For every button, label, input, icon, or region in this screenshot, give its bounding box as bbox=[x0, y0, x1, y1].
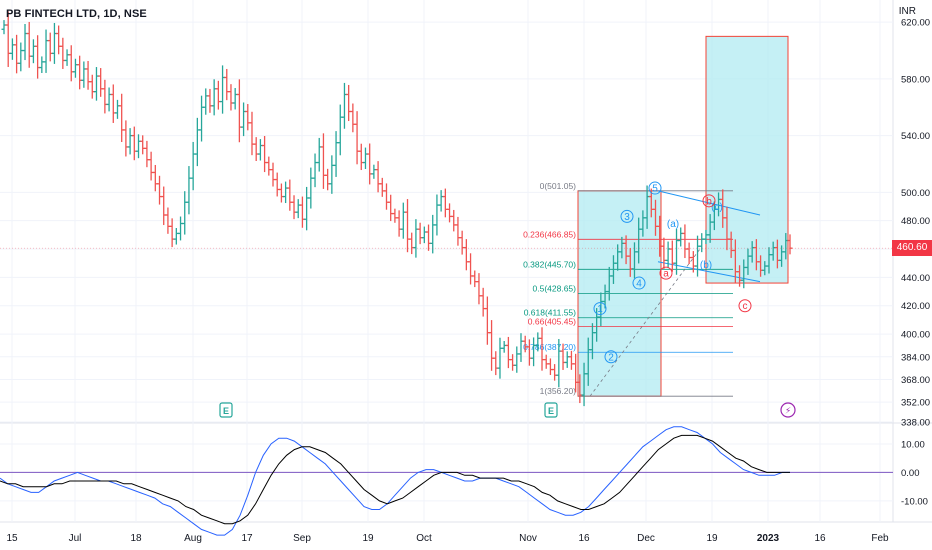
target-zone-box bbox=[705, 35, 789, 284]
wave-label-circle bbox=[648, 181, 662, 195]
time-tick-label: Dec bbox=[637, 533, 655, 544]
last-price-flag: 460.60 bbox=[892, 240, 932, 257]
macd-tick-label: 0.00 bbox=[901, 468, 920, 479]
wave-label: c bbox=[743, 301, 748, 312]
price-tick-label: 368.00 bbox=[901, 375, 930, 386]
signal-line bbox=[0, 434, 790, 525]
wave-label-circle bbox=[659, 266, 673, 280]
time-tick-label: 18 bbox=[130, 533, 142, 544]
time-tick-label: Jul bbox=[69, 533, 82, 544]
time-tick-label: 15 bbox=[6, 533, 18, 544]
price-tick-label: 500.00 bbox=[901, 188, 930, 199]
wave-label-circle bbox=[632, 276, 646, 290]
price-tick-label: 420.00 bbox=[901, 301, 930, 312]
wave-label-circle bbox=[620, 209, 634, 223]
time-tick-label: 17 bbox=[241, 533, 253, 544]
wave-label: 4 bbox=[636, 279, 642, 290]
wave-label: 3 bbox=[624, 212, 630, 223]
fib-trend-line bbox=[589, 248, 701, 397]
chart-title: PB FINTECH LTD, 1D, NSE bbox=[6, 8, 147, 20]
time-tick-label: Nov bbox=[519, 533, 537, 544]
time-tick-label: Aug bbox=[184, 533, 202, 544]
wave-label-circle bbox=[702, 194, 716, 208]
earnings-marker-label: E bbox=[548, 406, 554, 416]
wave-label: 1 bbox=[597, 304, 603, 315]
fib-level-label: 0.66(405.45) bbox=[528, 316, 576, 326]
time-tick-label: Feb bbox=[871, 533, 889, 544]
dividend-marker bbox=[780, 402, 796, 418]
time-tick-label: 2023 bbox=[757, 533, 780, 544]
time-tick-label: Sep bbox=[293, 533, 311, 544]
price-tick-label: 540.00 bbox=[901, 131, 930, 142]
wave-label: 5 bbox=[652, 184, 658, 195]
price-tick-label: 352.00 bbox=[901, 398, 930, 409]
macd-tick-label: -10.00 bbox=[901, 496, 928, 507]
price-tick-label: 384.00 bbox=[901, 352, 930, 363]
wave-label: b bbox=[706, 196, 712, 207]
wave-label: 2 bbox=[608, 352, 614, 363]
time-tick-label: Oct bbox=[416, 533, 432, 544]
fib-level-label: 0.786(387.20) bbox=[523, 342, 576, 352]
channel-upper-line bbox=[657, 190, 761, 216]
time-tick-label: 16 bbox=[578, 533, 590, 544]
channel-lower-line bbox=[657, 261, 761, 283]
fib-level-label: 0.236(466.85) bbox=[523, 229, 576, 239]
wave-label: a bbox=[663, 269, 669, 280]
fib-level-label: 0.382(445.70) bbox=[523, 259, 576, 269]
fib-level-label: 0(501.05) bbox=[540, 181, 577, 191]
earnings-marker bbox=[544, 402, 558, 418]
wave-label: (c) bbox=[711, 202, 723, 213]
price-tick-label: 338.00 bbox=[901, 418, 930, 429]
time-tick-label: 16 bbox=[814, 533, 826, 544]
wave-label: (a) bbox=[667, 219, 679, 230]
time-tick-label: 19 bbox=[362, 533, 374, 544]
wave-label-circle bbox=[604, 350, 618, 364]
fib-level-label: 0.5(428.65) bbox=[533, 283, 577, 293]
macd-line bbox=[0, 426, 790, 536]
price-tick-label: 620.00 bbox=[901, 18, 930, 29]
fib-level-label: 0.618(411.55) bbox=[524, 308, 576, 318]
time-tick-label: 19 bbox=[706, 533, 718, 544]
earnings-marker-label: E bbox=[223, 406, 229, 416]
wave-label-circle bbox=[738, 299, 752, 313]
currency-label: INR bbox=[898, 6, 916, 17]
fib-level-label: 1(356.20) bbox=[540, 386, 577, 396]
price-tick-label: 580.00 bbox=[901, 74, 930, 85]
price-tick-label: 480.00 bbox=[901, 216, 930, 227]
macd-tick-label: 10.00 bbox=[901, 439, 925, 450]
earnings-marker bbox=[219, 402, 233, 418]
wave-label-circle bbox=[593, 302, 607, 316]
wave-label: (b) bbox=[700, 260, 712, 271]
price-tick-label: 400.00 bbox=[901, 330, 930, 341]
price-tick-label: 440.00 bbox=[901, 273, 930, 284]
dividend-marker-label: ⚡ bbox=[785, 407, 791, 417]
